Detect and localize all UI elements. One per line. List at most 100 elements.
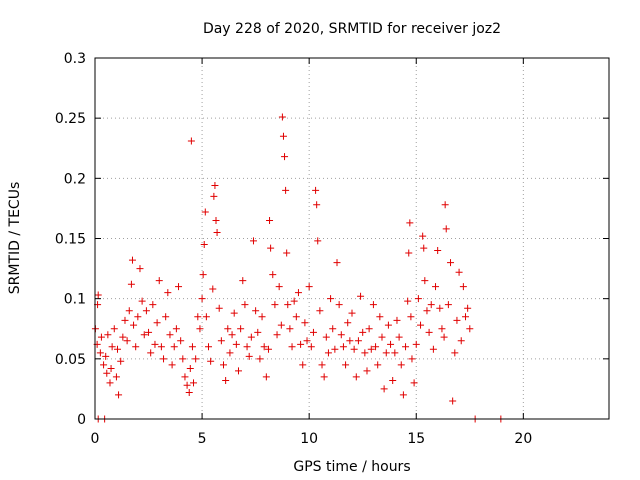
data-point (209, 285, 217, 293)
data-point (237, 325, 245, 333)
data-point (348, 309, 356, 317)
data-point (307, 343, 315, 351)
x-tick-label: 10 (300, 431, 318, 447)
data-point (303, 337, 311, 345)
data-point (198, 295, 206, 303)
data-point (168, 361, 176, 369)
data-point (363, 367, 371, 375)
x-tick-label: 15 (407, 431, 425, 447)
data-point (183, 381, 191, 389)
data-point (410, 379, 418, 387)
data-point (196, 325, 204, 333)
data-point (420, 244, 428, 252)
data-point (160, 355, 168, 363)
data-point (138, 297, 146, 305)
data-point (153, 319, 161, 327)
data-point (312, 186, 320, 194)
data-point (316, 307, 324, 315)
data-point (130, 321, 138, 329)
data-point (170, 343, 178, 351)
y-tick-label: 0.15 (55, 232, 86, 248)
data-point (108, 343, 116, 351)
data-point (262, 373, 270, 381)
data-point (407, 313, 415, 321)
data-point (252, 307, 260, 315)
y-axis-label: SRMTID / TECUs (7, 182, 23, 295)
y-tick-label: 0.25 (55, 111, 86, 127)
data-point (337, 331, 345, 339)
data-point (187, 137, 195, 145)
data-point (284, 301, 292, 309)
data-point (378, 333, 386, 341)
data-point (115, 391, 123, 399)
data-point (440, 333, 448, 341)
data-point (145, 328, 153, 336)
data-point (393, 316, 401, 324)
data-point (441, 201, 449, 209)
y-tick-label: 0.2 (64, 171, 86, 187)
data-point (359, 328, 367, 336)
data-point (419, 232, 427, 240)
data-point (113, 345, 121, 353)
data-point (429, 345, 437, 353)
data-point (395, 333, 403, 341)
data-point (281, 153, 289, 161)
data-point (447, 259, 455, 267)
data-point (264, 345, 272, 353)
plot-frame (94, 57, 610, 420)
data-point (241, 301, 249, 309)
data-point (299, 361, 307, 369)
data-point (128, 256, 136, 264)
data-point (117, 357, 125, 365)
data-point (412, 340, 420, 348)
y-tick-label: 0.1 (64, 292, 86, 308)
data-point (121, 316, 129, 324)
data-point (329, 325, 337, 333)
data-point (269, 271, 277, 279)
data-point (451, 349, 459, 357)
data-point (442, 225, 450, 233)
data-point (297, 340, 305, 348)
data-point (327, 295, 335, 303)
data-point (175, 283, 183, 291)
data-point (192, 355, 200, 363)
data-point (333, 259, 341, 267)
data-point (305, 283, 313, 291)
data-points (91, 113, 505, 423)
data-point (346, 337, 354, 345)
x-tick-label: 20 (514, 431, 532, 447)
data-point (142, 307, 150, 315)
data-point (245, 352, 253, 360)
data-point (200, 241, 208, 249)
data-point (278, 113, 286, 121)
data-point (466, 325, 474, 333)
data-point (213, 228, 221, 236)
data-point (230, 309, 238, 317)
data-point (344, 319, 352, 327)
data-point (405, 249, 413, 257)
data-point (256, 355, 264, 363)
data-point (140, 331, 148, 339)
data-point (290, 297, 298, 305)
data-point (292, 313, 300, 321)
x-tick-label: 0 (91, 431, 100, 447)
data-point (318, 361, 326, 369)
data-point (462, 313, 470, 321)
data-point (273, 331, 281, 339)
chart-title: Day 228 of 2020, SRMTID for receiver joz… (203, 21, 501, 37)
data-point (181, 373, 189, 381)
data-point (220, 361, 227, 369)
data-point (414, 295, 422, 303)
y-tick-label: 0.05 (55, 352, 86, 368)
data-point (275, 283, 283, 291)
data-point (258, 313, 266, 321)
data-point (243, 343, 251, 351)
data-point (177, 337, 185, 345)
data-point (417, 321, 425, 329)
data-point (301, 319, 309, 327)
data-point (320, 373, 328, 381)
data-point (434, 247, 442, 255)
data-point (382, 349, 390, 357)
data-point (271, 301, 279, 309)
data-point (136, 265, 144, 273)
